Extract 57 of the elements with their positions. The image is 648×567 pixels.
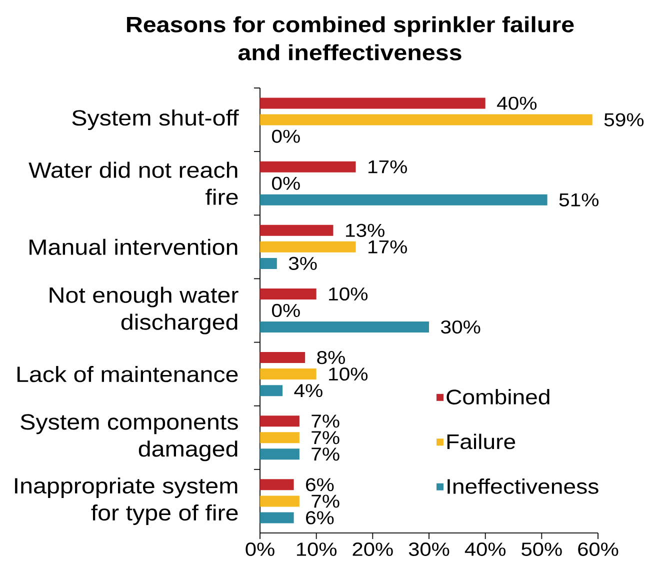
bar <box>260 224 334 236</box>
bar <box>260 368 316 380</box>
bar <box>260 385 283 396</box>
legend-label: Combined <box>446 389 550 404</box>
bar <box>260 258 277 269</box>
bar <box>260 161 356 172</box>
data-label: 8% <box>317 350 345 364</box>
bar <box>260 98 486 109</box>
data-label: 3% <box>288 256 317 270</box>
data-label: 10% <box>329 368 368 381</box>
data-label: 40% <box>497 96 537 110</box>
data-label: 13% <box>346 224 384 237</box>
x-tick-label: 50% <box>522 542 562 556</box>
data-label: 7% <box>312 494 340 508</box>
bar <box>260 479 294 490</box>
x-tick-label: 40% <box>464 542 506 556</box>
bar <box>260 496 300 507</box>
data-label: 30% <box>440 320 480 334</box>
data-label: 6% <box>306 511 334 524</box>
data-label: 0% <box>272 176 300 190</box>
y-tick-label: Water did not reach fire <box>28 162 238 205</box>
bar <box>260 241 356 252</box>
data-label: 10% <box>329 287 368 301</box>
x-tick-label: 30% <box>408 542 450 556</box>
x-tick-label: 0% <box>246 542 274 556</box>
y-tick-label: Manual intervention <box>30 238 238 255</box>
data-label: 7% <box>312 414 340 428</box>
data-label: 51% <box>559 193 598 206</box>
x-tick-label: 60% <box>578 542 618 556</box>
data-label: 0% <box>272 130 300 143</box>
bar <box>260 114 592 126</box>
data-label: 6% <box>306 478 334 492</box>
x-tick-label: 20% <box>352 542 393 556</box>
data-label: 17% <box>368 240 407 254</box>
bar <box>260 416 300 427</box>
bar <box>260 448 300 460</box>
y-tick-label: Inappropriate system for type of fire <box>15 477 238 525</box>
x-tick-label: 10% <box>297 542 337 556</box>
bar <box>260 352 306 364</box>
chart-title: Reasons for combined sprinkler failure and ineffectiveness <box>127 16 574 60</box>
bar <box>260 288 316 300</box>
y-tick-label: System components damaged <box>20 414 238 462</box>
legend-label: Failure <box>447 434 516 450</box>
y-tick-label: System shut-off <box>72 110 239 130</box>
y-tick-label: Lack of maintenance <box>17 366 238 382</box>
bar <box>260 194 548 206</box>
legend-label: Ineffectiveness <box>448 478 598 494</box>
data-label: 17% <box>368 160 407 174</box>
data-label: 0% <box>272 304 300 318</box>
bar <box>260 432 300 444</box>
data-label: 7% <box>312 448 340 461</box>
bar <box>260 322 430 333</box>
data-label: 7% <box>312 431 340 444</box>
data-label: 59% <box>604 113 644 126</box>
bar <box>260 512 294 524</box>
data-label: 4% <box>294 384 322 398</box>
y-tick-label: Not enough water discharged <box>50 286 238 334</box>
